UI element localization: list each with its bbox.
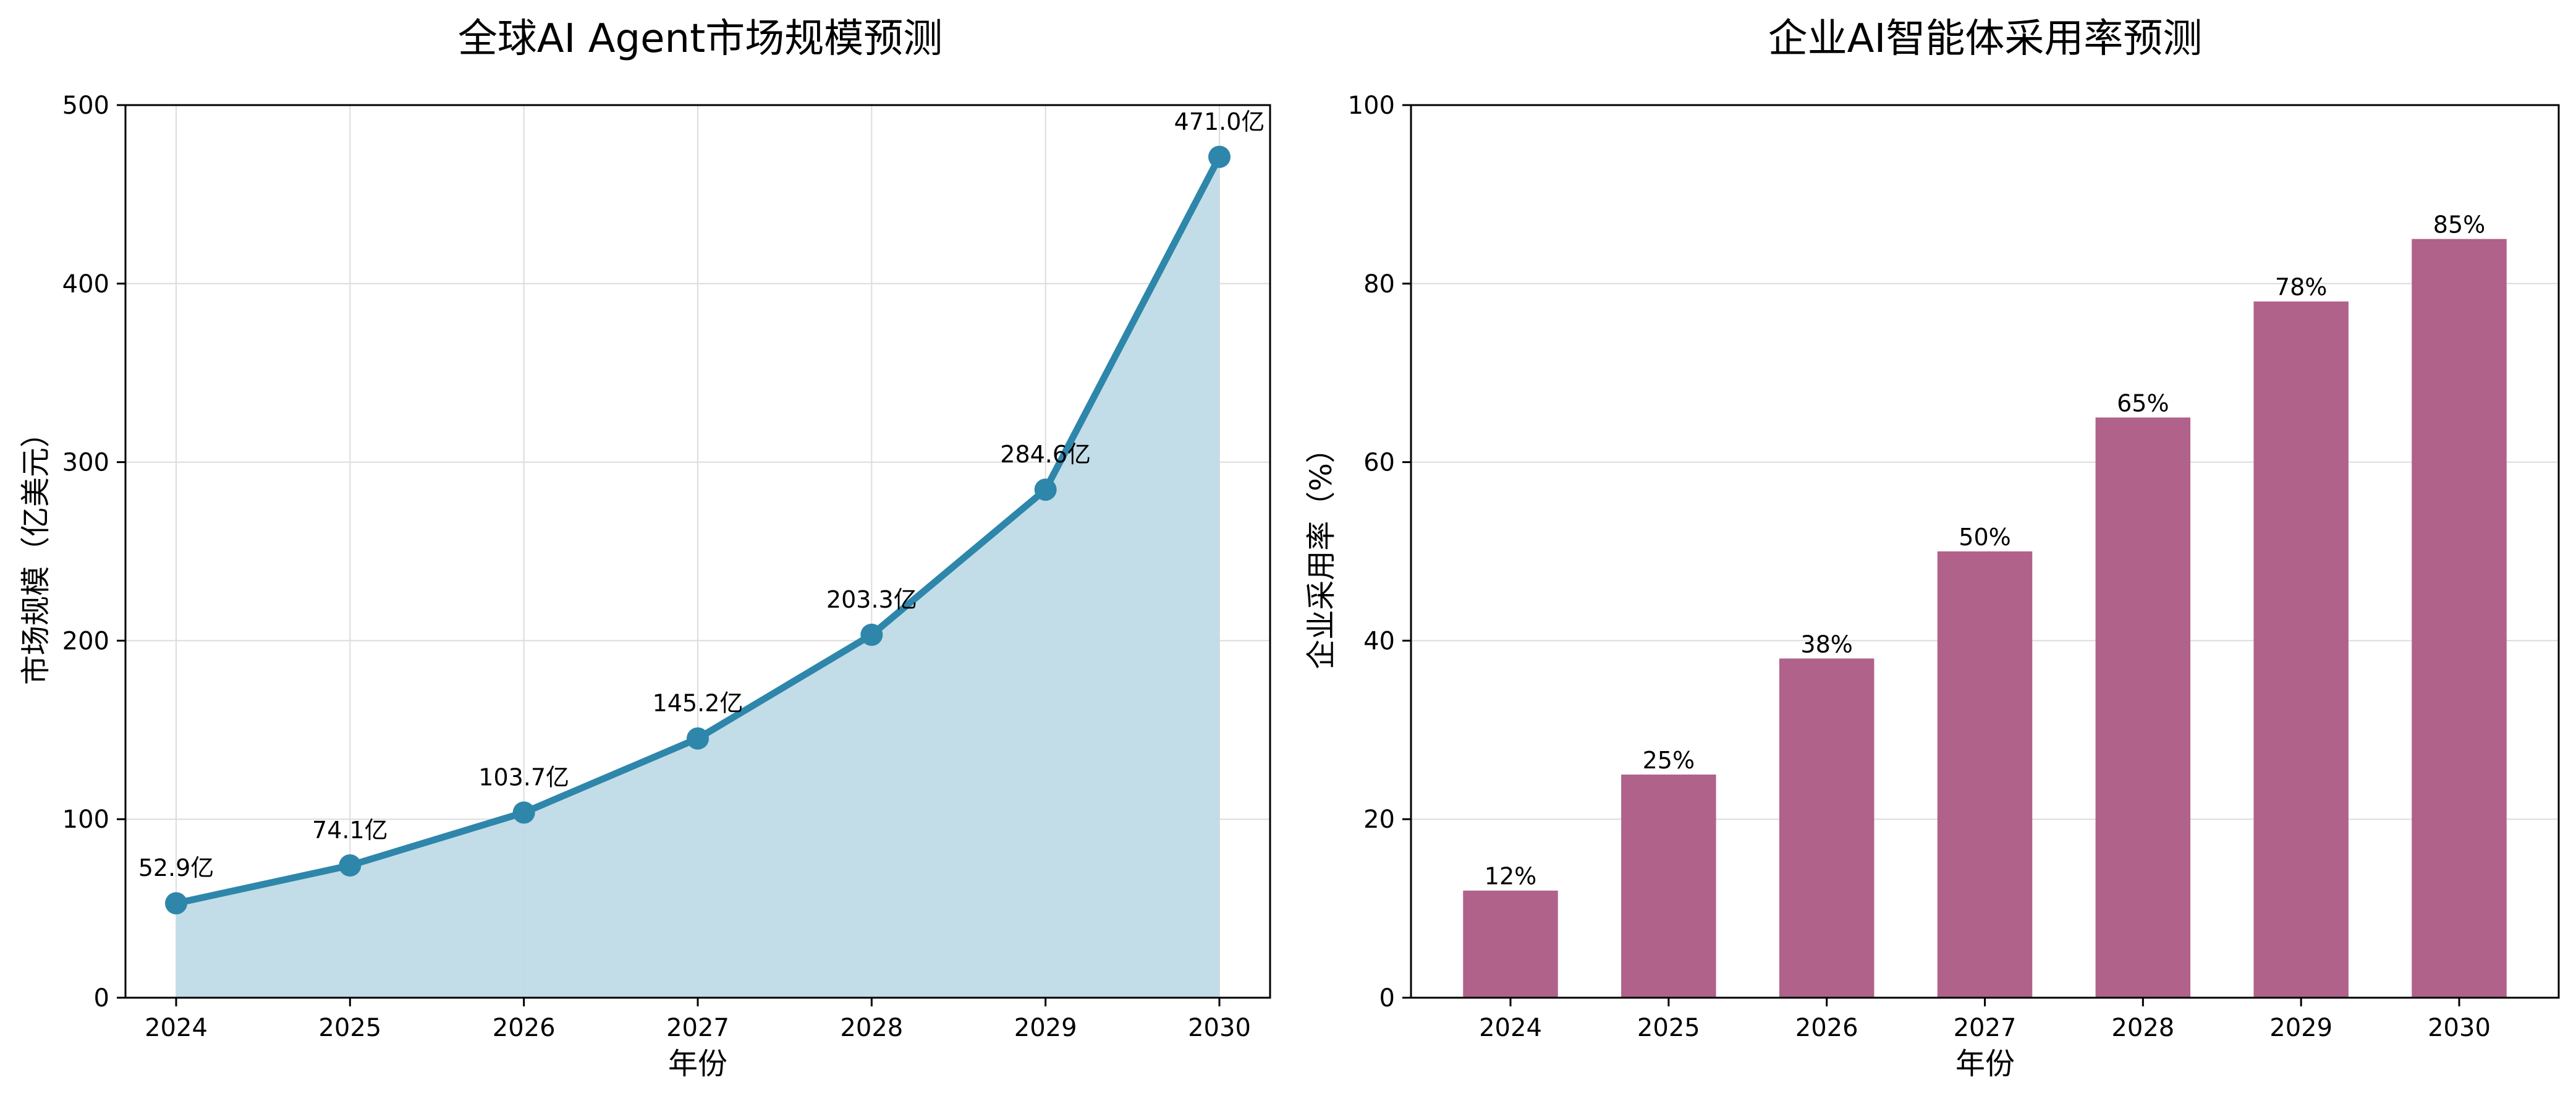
adoption-bar bbox=[1937, 551, 2033, 998]
market-chart-title: 全球AI Agent市场规模预测 bbox=[458, 16, 943, 62]
adoption-y-ticks: 0 20 40 60 80 100 bbox=[1348, 91, 1411, 1013]
adoption-x-tick-label: 2026 bbox=[1795, 1014, 1858, 1042]
market-data-point bbox=[1034, 478, 1057, 501]
adoption-x-tick-label: 2027 bbox=[1954, 1014, 2017, 1042]
adoption-y-tick-label: 40 bbox=[1363, 627, 1395, 655]
market-y-tick-label: 300 bbox=[62, 449, 109, 477]
adoption-y-tick-label: 0 bbox=[1379, 984, 1395, 1013]
adoption-bar bbox=[2253, 301, 2349, 998]
market-x-ticks: 2024 2025 2026 2027 2028 2029 2030 bbox=[145, 998, 1251, 1042]
adoption-data-label: 78% bbox=[2275, 274, 2327, 301]
market-x-tick-label: 2028 bbox=[840, 1014, 903, 1042]
adoption-data-label: 50% bbox=[1959, 524, 2010, 551]
market-x-tick-label: 2027 bbox=[666, 1014, 729, 1042]
market-x-tick-label: 2029 bbox=[1014, 1014, 1077, 1042]
adoption-y-tick-label: 100 bbox=[1348, 91, 1395, 120]
market-data-labels: 52.9亿 74.1亿 103.7亿 145.2亿 203.3亿 284.6亿 471.0亿 bbox=[138, 108, 1265, 881]
market-data-point bbox=[860, 623, 883, 646]
adoption-data-label: 65% bbox=[2117, 389, 2169, 417]
adoption-y-tick-label: 60 bbox=[1363, 449, 1395, 477]
adoption-bar bbox=[1621, 775, 1716, 998]
market-data-label: 203.3亿 bbox=[826, 586, 917, 613]
market-y-tick-label: 100 bbox=[62, 805, 109, 834]
market-data-label: 52.9亿 bbox=[138, 854, 214, 881]
adoption-x-tick-label: 2028 bbox=[2111, 1014, 2174, 1042]
market-x-tick-label: 2026 bbox=[493, 1014, 556, 1042]
adoption-data-label: 12% bbox=[1485, 863, 1536, 890]
market-points bbox=[165, 145, 1231, 915]
market-y-tick-label: 0 bbox=[94, 984, 109, 1013]
adoption-x-tick-label: 2025 bbox=[1637, 1014, 1700, 1042]
adoption-x-tick-label: 2030 bbox=[2428, 1014, 2491, 1042]
market-x-tick-label: 2030 bbox=[1188, 1014, 1251, 1042]
adoption-y-tick-label: 80 bbox=[1363, 270, 1395, 299]
adoption-data-label: 25% bbox=[1643, 747, 1695, 774]
market-data-point bbox=[1208, 145, 1231, 168]
adoption-bars bbox=[1463, 239, 2507, 998]
market-x-tick-label: 2024 bbox=[145, 1014, 208, 1042]
adoption-data-label: 85% bbox=[2433, 211, 2485, 239]
market-y-tick-label: 400 bbox=[62, 270, 109, 299]
market-data-point bbox=[512, 801, 535, 824]
market-data-point bbox=[165, 892, 187, 915]
market-y-tick-label: 200 bbox=[62, 627, 109, 655]
adoption-x-axis-label: 年份 bbox=[1955, 1047, 2015, 1081]
market-data-label: 103.7亿 bbox=[478, 764, 569, 791]
adoption-y-axis-label: 企业采用率（%） bbox=[1304, 433, 1339, 669]
adoption-x-tick-label: 2024 bbox=[1479, 1014, 1542, 1042]
adoption-x-tick-label: 2029 bbox=[2269, 1014, 2332, 1042]
market-y-axis-label: 市场规模（亿美元） bbox=[19, 418, 53, 685]
market-data-point bbox=[339, 854, 362, 877]
adoption-rate-chart: 企业AI智能体采用率预测 12% 25% 38% 50% 65% 78% 85% 0 20 40… bbox=[1304, 16, 2560, 1081]
market-data-label: 74.1亿 bbox=[312, 817, 388, 844]
market-x-axis-label: 年份 bbox=[668, 1047, 727, 1081]
adoption-y-tick-label: 20 bbox=[1363, 805, 1395, 834]
adoption-bar bbox=[2095, 417, 2191, 998]
market-y-ticks: 0 100 200 300 400 500 bbox=[62, 91, 125, 1013]
market-data-label: 284.6亿 bbox=[1000, 441, 1091, 468]
market-data-label: 145.2亿 bbox=[653, 690, 744, 717]
adoption-data-label: 38% bbox=[1800, 631, 1852, 658]
market-data-label: 471.0亿 bbox=[1174, 108, 1265, 135]
adoption-x-ticks: 2024 2025 2026 2027 2028 2029 2030 bbox=[1479, 998, 2491, 1042]
market-x-tick-label: 2025 bbox=[318, 1014, 381, 1042]
adoption-bar bbox=[1779, 658, 1875, 998]
market-y-tick-label: 500 bbox=[62, 91, 109, 120]
market-size-chart: 全球AI Agent市场规模预测 52.9亿 74.1亿 103.7亿 145.2亿 2… bbox=[19, 16, 1271, 1081]
adoption-chart-title: 企业AI智能体采用率预测 bbox=[1768, 16, 2203, 62]
market-data-point bbox=[687, 727, 709, 750]
adoption-data-labels: 12% 25% 38% 50% 65% 78% 85% bbox=[1485, 211, 2485, 890]
market-area-fill bbox=[176, 156, 1219, 998]
adoption-bar bbox=[2412, 239, 2507, 998]
adoption-bar bbox=[1463, 890, 1558, 998]
